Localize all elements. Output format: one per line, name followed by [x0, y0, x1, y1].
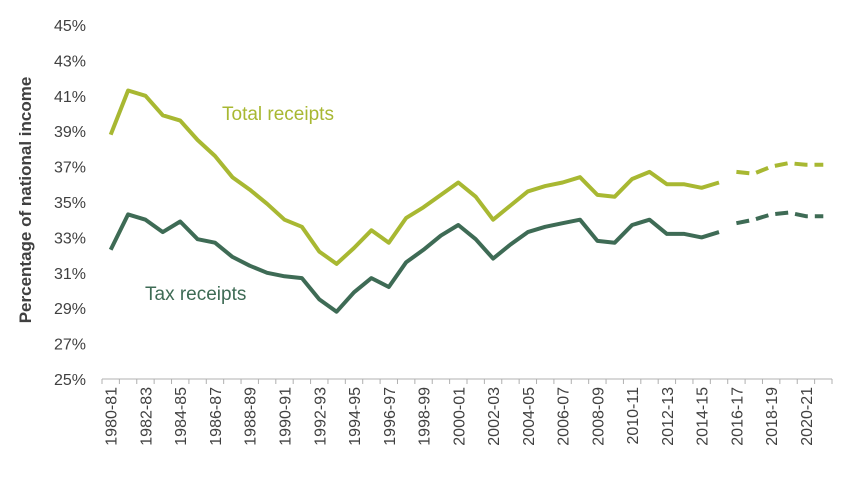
series-label-tax-receipts: Tax receipts [145, 284, 246, 305]
x-tick-label: 2008-09 [590, 387, 607, 446]
x-tick-label: 1980-81 [104, 387, 121, 446]
series-lines [108, 88, 824, 314]
series-line-tax-receipts-forecast [736, 210, 824, 226]
x-axis-ticks: 1980-81 1982-83 1984-85 1986-87 1988-89 1990-… [101, 379, 833, 446]
x-tick-label: 1984-85 [173, 387, 190, 446]
x-tick-label: 2020-21 [799, 387, 816, 446]
x-tick-label: 1990-91 [278, 387, 295, 446]
x-tick-label: 2016-17 [729, 387, 746, 446]
y-axis-label: Percentage of national income [16, 77, 35, 324]
x-tick-label: 2002-03 [486, 387, 503, 446]
series-label-total-receipts: Total receipts [222, 104, 334, 125]
x-tick-label: 1994-95 [347, 387, 364, 446]
y-axis-ticks: 25% 27% 29% 31% 33% 35% 37% 39% 41% 43% 45% [54, 18, 86, 389]
y-tick-label: 31% [54, 266, 86, 283]
y-tick-label: 29% [54, 301, 86, 318]
y-tick-label: 45% [54, 18, 86, 35]
y-tick-label: 37% [54, 160, 86, 177]
y-tick-label: 33% [54, 230, 86, 247]
x-tick-label: 1992-93 [312, 387, 329, 446]
series-line-total-receipts-forecast [736, 161, 824, 176]
series-line-total-receipts [108, 88, 720, 266]
y-tick-label: 25% [54, 372, 86, 389]
y-tick-label: 43% [54, 53, 86, 70]
y-tick-label: 27% [54, 337, 86, 354]
y-tick-label: 35% [54, 195, 86, 212]
x-tick-label: 2012-13 [660, 387, 677, 446]
x-tick-label: 1998-99 [417, 387, 434, 446]
x-tick-label: 2004-05 [521, 387, 538, 446]
x-tick-label: 1988-89 [243, 387, 260, 446]
x-tick-label: 2010-11 [625, 387, 642, 445]
x-tick-label: 2018-19 [764, 387, 781, 446]
x-tick-label: 2014-15 [695, 387, 712, 446]
x-tick-label: 2000-01 [451, 387, 468, 446]
x-tick-label: 2006-07 [556, 387, 573, 446]
y-tick-label: 39% [54, 124, 86, 141]
y-tick-label: 41% [54, 89, 86, 106]
x-tick-label: 1996-97 [382, 387, 399, 446]
x-tick-label: 1986-87 [208, 387, 225, 446]
series-line-tax-receipts [108, 212, 720, 314]
x-tick-label: 1982-83 [138, 387, 155, 446]
